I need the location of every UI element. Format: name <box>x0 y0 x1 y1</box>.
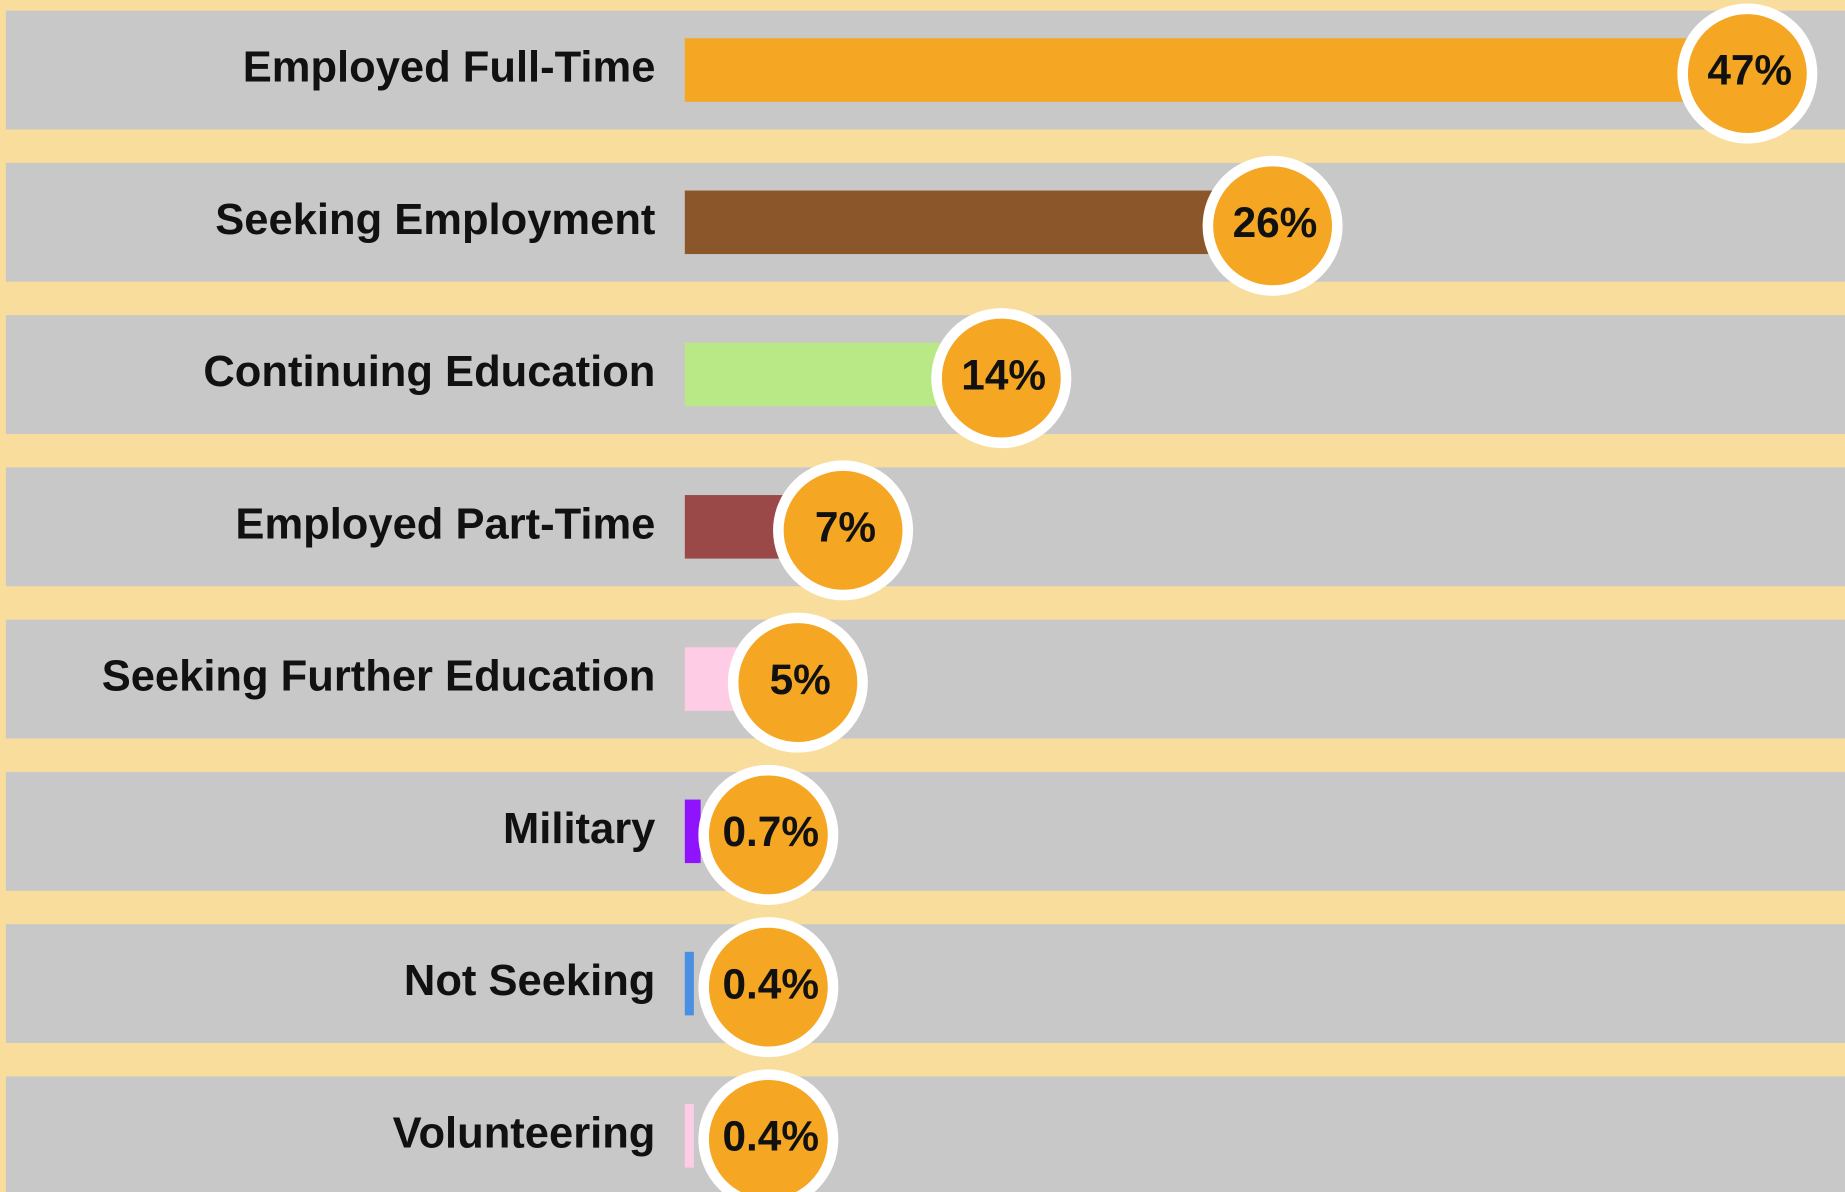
value-badge <box>931 308 1072 449</box>
category-label: Employed Full-Time <box>243 44 656 92</box>
row-band <box>5 1076 1845 1192</box>
row-band <box>5 467 1845 587</box>
value-badge <box>698 764 839 905</box>
value-label: 7% <box>815 504 876 551</box>
bar <box>684 38 1748 102</box>
category-label: Volunteering <box>393 1109 656 1157</box>
category-label: Employed Part-Time <box>235 500 655 548</box>
category-label: Seeking Employment <box>215 196 655 244</box>
value-label: 14% <box>961 351 1046 398</box>
value-label: 5% <box>770 656 831 703</box>
value-badge <box>1202 155 1343 296</box>
value-badge <box>698 917 839 1058</box>
category-label: Military <box>503 805 655 853</box>
row-band <box>5 924 1845 1044</box>
row-band <box>5 619 1845 739</box>
row-band <box>5 771 1845 891</box>
category-label: Not Seeking <box>404 957 655 1005</box>
value-label: 47% <box>1707 47 1792 94</box>
value-badge <box>727 612 868 753</box>
bar <box>684 799 701 864</box>
value-badge <box>1677 3 1818 144</box>
value-label: 0.4% <box>722 960 819 1007</box>
value-badge <box>773 460 914 601</box>
category-label: Seeking Further Education <box>102 653 656 701</box>
bar <box>684 190 1273 255</box>
category-label: Continuing Education <box>203 348 655 396</box>
bar <box>684 951 694 1016</box>
value-label: 26% <box>1233 199 1318 246</box>
value-label: 0.4% <box>722 1113 819 1160</box>
value-label: 0.7% <box>722 808 819 855</box>
bar <box>684 1104 694 1168</box>
value-badge <box>698 1069 839 1192</box>
